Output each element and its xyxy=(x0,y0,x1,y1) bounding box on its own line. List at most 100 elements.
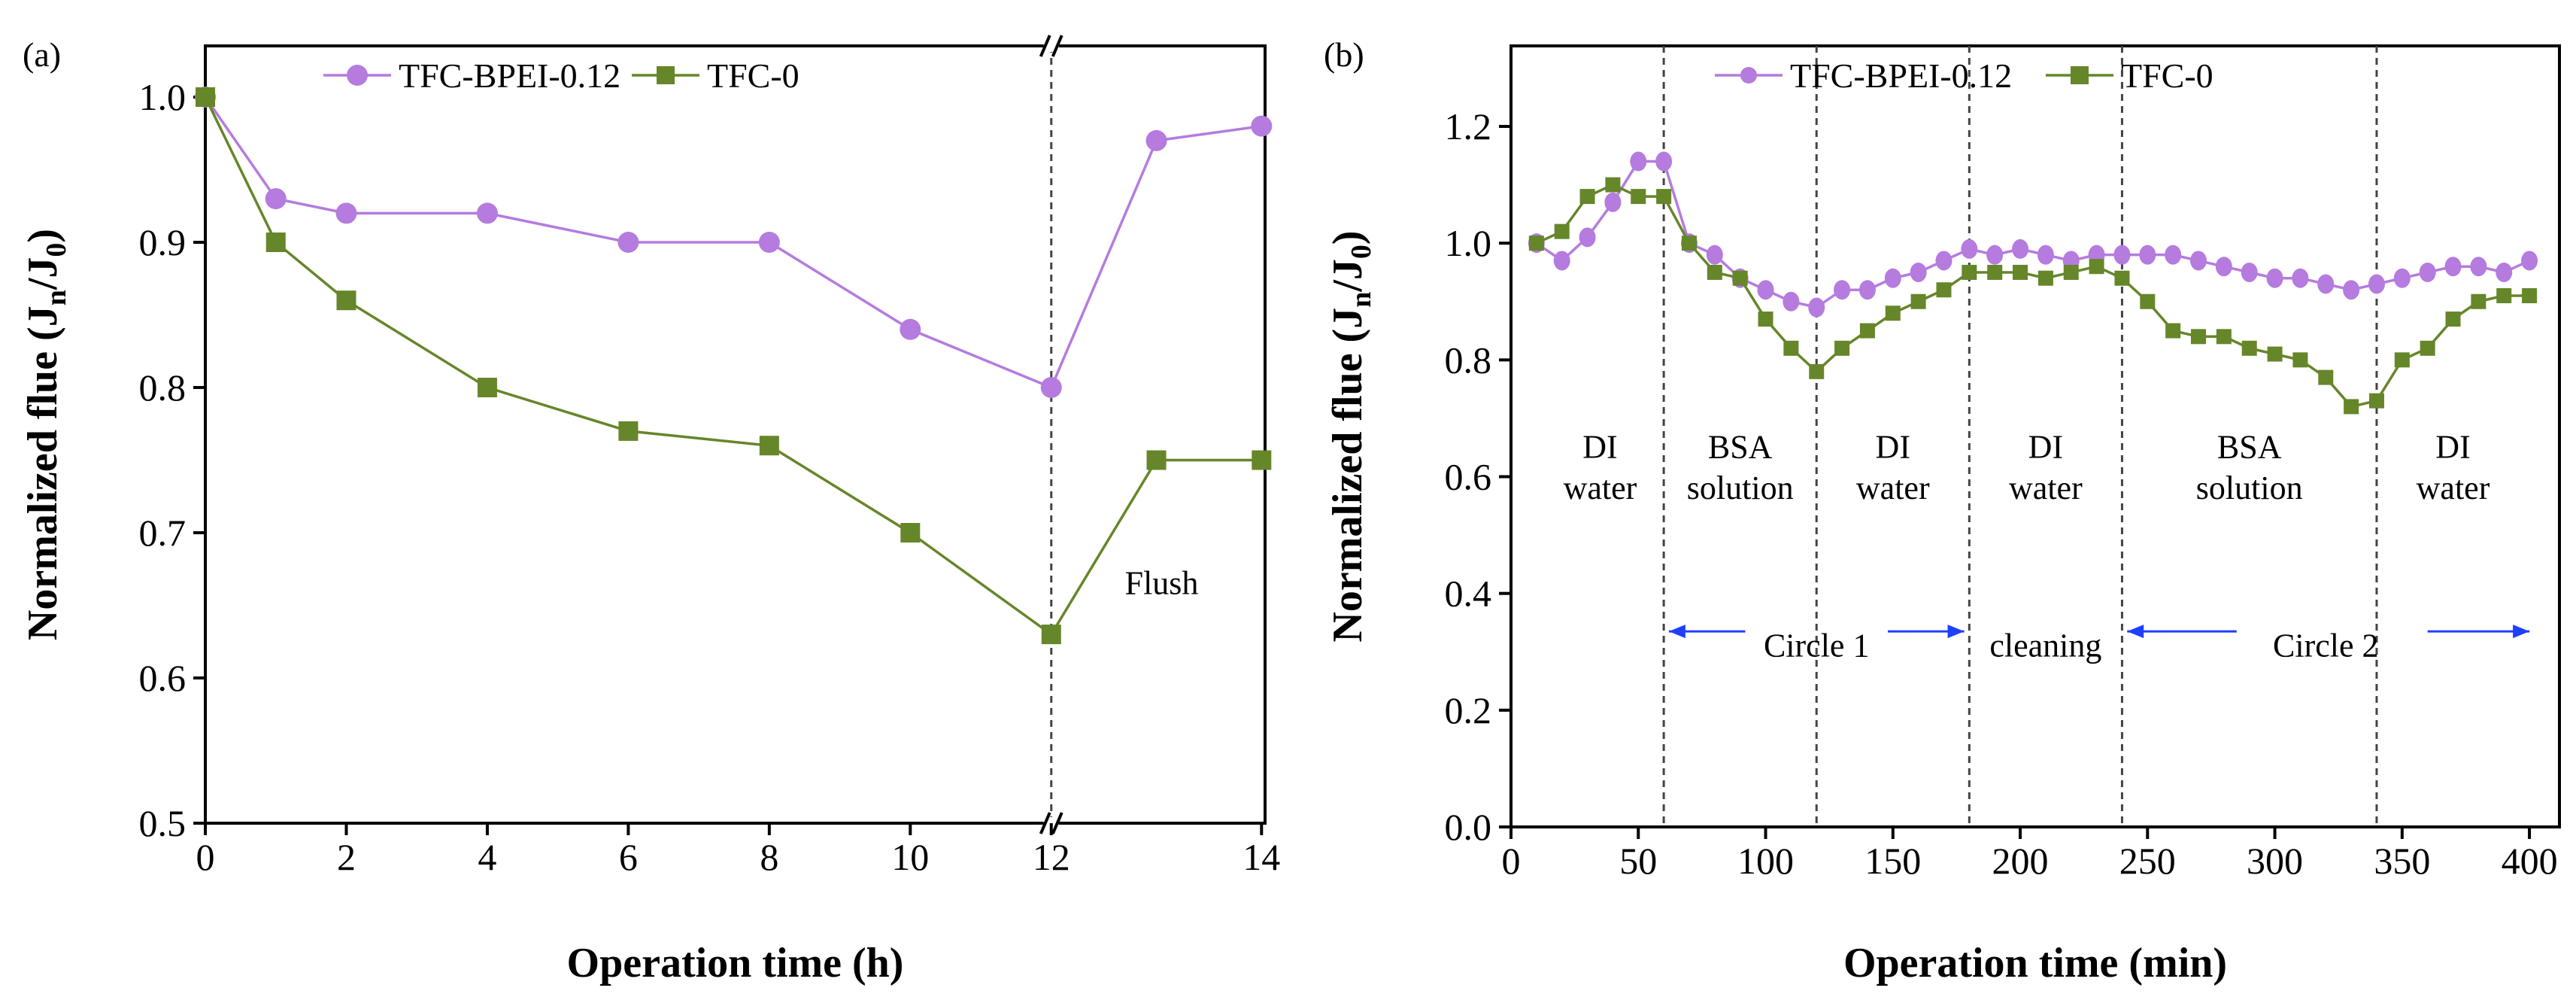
panel-label: (a) xyxy=(23,35,61,74)
data-point-circle xyxy=(1655,151,1673,172)
data-point-square xyxy=(1528,236,1544,251)
data-point-circle xyxy=(2266,268,2283,288)
data-point-circle xyxy=(900,318,921,340)
data-point-circle xyxy=(2190,251,2207,271)
y-tick-label: 0.0 xyxy=(1445,806,1492,848)
x-tick-label: 100 xyxy=(1737,840,1794,882)
y-axis-label-part: n xyxy=(41,290,72,305)
data-point-circle xyxy=(1884,268,1901,288)
series-line-0 xyxy=(1535,160,2530,309)
data-point-square xyxy=(2394,352,2410,368)
series-line-1 xyxy=(204,96,1262,637)
data-point-square xyxy=(2241,340,2257,356)
data-point-circle xyxy=(1757,280,1774,300)
y-tick-label: 1.0 xyxy=(139,76,187,118)
data-point-circle xyxy=(2292,268,2309,288)
x-tick-label: 350 xyxy=(2374,840,2430,882)
data-point-circle xyxy=(2419,262,2436,282)
data-point-square xyxy=(2471,293,2486,309)
series-line-1 xyxy=(1536,183,2530,409)
annotation-text: Circle 1 xyxy=(1764,627,1870,664)
data-point-square xyxy=(2089,259,2104,275)
data-point-square xyxy=(1656,189,1672,205)
x-tick-label: 300 xyxy=(2247,840,2303,882)
arrow-head xyxy=(2127,625,2144,639)
y-axis-label: Normalized flue (Jn/J0) xyxy=(1324,230,1377,642)
data-point-square xyxy=(1936,282,1952,298)
data-point-square xyxy=(1631,189,1646,205)
data-point-circle xyxy=(2165,245,2182,265)
data-point-square xyxy=(2037,270,2053,286)
data-point-square xyxy=(1252,450,1272,470)
data-point-circle xyxy=(2215,257,2232,277)
x-tick-label: 12 xyxy=(1033,836,1070,878)
data-point-square xyxy=(1758,312,1773,327)
data-point-square xyxy=(2522,287,2538,303)
axis-break-mark xyxy=(1039,35,1051,57)
data-point-square xyxy=(1681,236,1697,251)
y-tick-label: 0.8 xyxy=(139,366,187,409)
annotation-text: DI xyxy=(2435,429,2470,466)
data-point-square xyxy=(196,87,215,107)
y-axis-label-part: Normalized flue (J xyxy=(20,305,66,640)
x-tick-label: 2 xyxy=(337,836,356,878)
y-tick-label: 1.0 xyxy=(1445,222,1492,264)
data-point-square xyxy=(2013,264,2028,280)
data-point-circle xyxy=(2496,262,2513,282)
x-tick-label: 0 xyxy=(1502,840,1521,882)
data-point-square xyxy=(265,233,286,252)
data-point-circle xyxy=(1604,192,1622,212)
data-point-circle xyxy=(1834,280,1851,300)
y-axis-label-part: 0 xyxy=(1346,245,1377,259)
annotation-text: DI xyxy=(2028,429,2063,466)
annotation-text: water xyxy=(1564,470,1637,506)
legend-marker-square xyxy=(2071,66,2089,84)
data-point-square xyxy=(2267,346,2283,362)
data-point-square xyxy=(1041,625,1061,645)
data-point-square xyxy=(1783,340,1799,356)
y-axis-label-part: ) xyxy=(1324,230,1371,245)
x-tick-label: 50 xyxy=(1619,840,1657,882)
data-point-square xyxy=(2063,264,2079,280)
data-point-square xyxy=(1987,264,2003,280)
data-point-circle xyxy=(2139,245,2156,265)
y-tick-label: 0.4 xyxy=(1445,573,1492,615)
x-tick-label: 0 xyxy=(196,836,215,878)
data-point-square xyxy=(2114,270,2130,286)
x-tick-label: 8 xyxy=(760,836,778,878)
data-point-square xyxy=(1859,323,1875,339)
legend-label: TFC-0 xyxy=(707,56,800,95)
data-point-circle xyxy=(2343,280,2360,300)
plot-frame xyxy=(204,44,1267,825)
data-point-square xyxy=(1910,293,1926,309)
data-point-circle xyxy=(758,232,780,253)
y-axis-label: Normalized flue (Jn/J0) xyxy=(20,229,72,640)
y-axis-label-part: /J xyxy=(20,257,66,291)
y-tick-label: 0.6 xyxy=(139,657,187,699)
arrow-head xyxy=(1668,625,1685,639)
data-point-circle xyxy=(1145,129,1167,151)
data-point-circle xyxy=(1858,280,1876,300)
data-point-square xyxy=(1579,189,1595,205)
data-point-circle xyxy=(1986,245,2004,265)
annotation-text: Flush xyxy=(1125,565,1199,602)
x-axis-label: Operation time (min) xyxy=(1843,940,2227,986)
data-point-square xyxy=(759,436,779,456)
legend-marker-square xyxy=(657,66,675,84)
data-point-square xyxy=(2292,352,2308,368)
data-point-square xyxy=(336,290,357,311)
y-axis-label-part: Normalized flue (J xyxy=(1324,308,1371,643)
data-point-square xyxy=(2344,399,2359,415)
data-point-circle xyxy=(1961,239,1978,259)
data-point-square xyxy=(2216,329,2232,345)
y-axis-label-part: ) xyxy=(20,229,66,243)
series-line-0 xyxy=(204,96,1262,390)
data-point-square xyxy=(1605,177,1621,193)
data-point-circle xyxy=(2037,245,2054,265)
data-point-circle xyxy=(1910,262,1927,282)
data-point-circle xyxy=(1579,227,1596,248)
data-point-circle xyxy=(2317,274,2335,294)
y-tick-label: 0.6 xyxy=(1445,456,1492,498)
annotation-text: water xyxy=(2417,470,2490,506)
annotation-text: solution xyxy=(2196,470,2303,506)
